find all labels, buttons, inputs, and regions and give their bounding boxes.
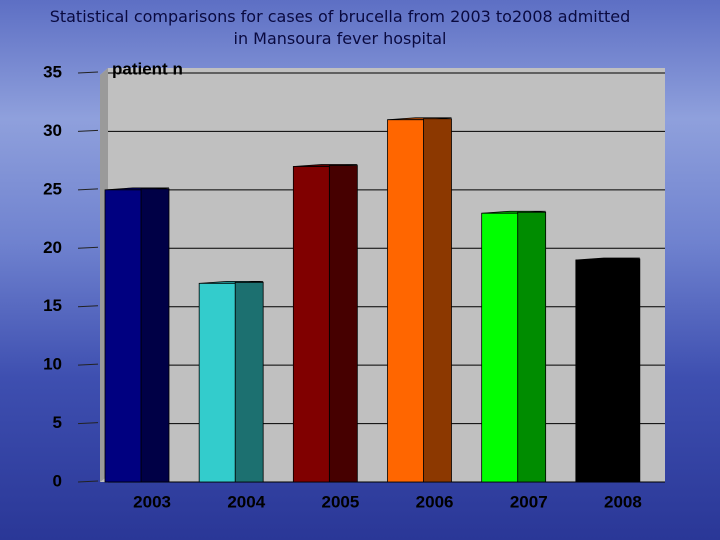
tick-mark (77, 246, 99, 249)
y-tick-label: 10 (43, 355, 62, 374)
y-tick-label: 0 (53, 471, 62, 490)
bar (292, 166, 330, 483)
y-tick-label: 15 (43, 296, 62, 315)
bar-side (517, 211, 547, 483)
y-tick-label: 5 (53, 413, 62, 432)
bar (198, 282, 236, 483)
x-tick-label: 2005 (322, 492, 360, 511)
bar-side (234, 281, 264, 483)
tick-mark (77, 71, 99, 74)
tick-mark (77, 188, 99, 191)
chart-title: Statistical comparisons for cases of bru… (49, 7, 631, 48)
bar-side (611, 258, 641, 483)
tick-mark (77, 363, 99, 366)
y-axis-label: patient n (112, 59, 183, 78)
tick-mark (77, 129, 99, 132)
y-tick-label: 25 (43, 179, 62, 198)
x-tick-label: 2004 (227, 492, 265, 511)
bar-side (423, 118, 452, 483)
x-tick-label: 2008 (604, 492, 642, 511)
y-tick-label: 35 (43, 62, 62, 81)
x-tick-label: 2007 (510, 492, 548, 511)
tick-mark (77, 305, 99, 308)
x-tick-label: 2006 (416, 492, 454, 511)
tick-mark (77, 422, 99, 425)
bar-side (328, 165, 358, 483)
bar (575, 259, 613, 483)
bar (481, 212, 519, 483)
y-tick-label: 20 (43, 238, 62, 257)
tick-mark (77, 480, 99, 483)
bar-side (140, 188, 170, 483)
y-tick-label: 30 (43, 121, 62, 140)
bar (387, 119, 424, 483)
x-tick-label: 2003 (133, 492, 171, 511)
bar (104, 189, 142, 483)
